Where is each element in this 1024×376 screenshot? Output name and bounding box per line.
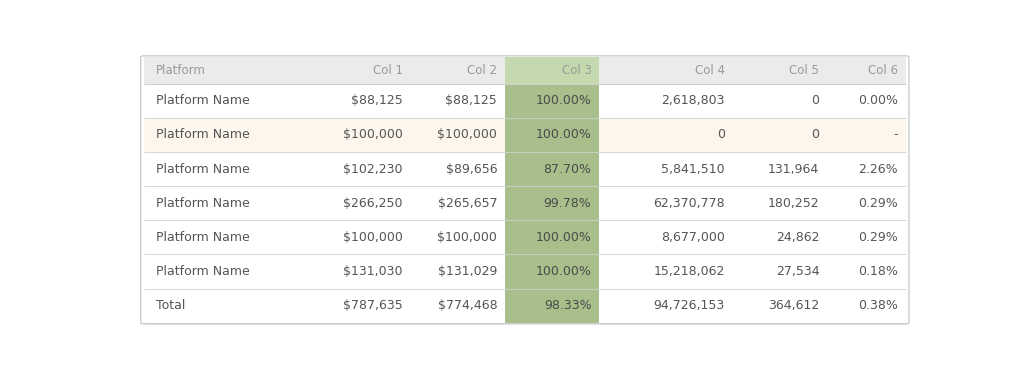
Text: $265,657: $265,657	[437, 197, 498, 210]
Text: 8,677,000: 8,677,000	[662, 231, 725, 244]
Text: Col 2: Col 2	[467, 64, 498, 77]
Bar	[505, 83, 599, 118]
Text: -: -	[893, 128, 898, 141]
Text: $131,029: $131,029	[438, 265, 498, 278]
Bar	[505, 255, 599, 289]
Text: 15,218,062: 15,218,062	[653, 265, 725, 278]
Text: 100.00%: 100.00%	[536, 128, 592, 141]
Bar	[505, 118, 599, 152]
Text: $102,230: $102,230	[343, 162, 403, 176]
Text: $787,635: $787,635	[343, 299, 403, 312]
Text: Platform Name: Platform Name	[156, 197, 250, 210]
Text: 87.70%: 87.70%	[544, 162, 592, 176]
Text: 100.00%: 100.00%	[536, 265, 592, 278]
Text: 0.38%: 0.38%	[858, 299, 898, 312]
Bar	[505, 152, 599, 186]
Text: $88,125: $88,125	[351, 94, 403, 107]
Text: 0.00%: 0.00%	[858, 94, 898, 107]
Text: 100.00%: 100.00%	[536, 231, 592, 244]
Text: Platform Name: Platform Name	[156, 94, 250, 107]
Text: 100.00%: 100.00%	[536, 94, 592, 107]
Text: $131,030: $131,030	[343, 265, 403, 278]
Text: 27,534: 27,534	[775, 265, 819, 278]
Text: 99.78%: 99.78%	[544, 197, 592, 210]
Text: 98.33%: 98.33%	[544, 299, 592, 312]
Text: 180,252: 180,252	[768, 197, 819, 210]
Text: 2,618,803: 2,618,803	[662, 94, 725, 107]
Text: $100,000: $100,000	[437, 231, 498, 244]
Text: 5,841,510: 5,841,510	[662, 162, 725, 176]
Bar	[505, 186, 599, 220]
Bar	[143, 83, 906, 118]
Bar	[505, 57, 599, 83]
Text: 131,964: 131,964	[768, 162, 819, 176]
Text: 0.29%: 0.29%	[858, 197, 898, 210]
Bar	[505, 220, 599, 255]
Text: 24,862: 24,862	[776, 231, 819, 244]
Text: $100,000: $100,000	[343, 231, 403, 244]
Bar	[505, 289, 599, 323]
Text: Col 5: Col 5	[790, 64, 819, 77]
Text: Platform Name: Platform Name	[156, 231, 250, 244]
Bar	[143, 220, 906, 255]
Text: Platform Name: Platform Name	[156, 128, 250, 141]
Bar	[143, 186, 906, 220]
Text: 0: 0	[717, 128, 725, 141]
Text: $774,468: $774,468	[437, 299, 498, 312]
Bar	[143, 118, 906, 152]
Text: 62,370,778: 62,370,778	[653, 197, 725, 210]
Text: $100,000: $100,000	[343, 128, 403, 141]
Bar	[143, 289, 906, 323]
Text: Platform Name: Platform Name	[156, 265, 250, 278]
Bar	[143, 57, 906, 83]
Text: Platform Name: Platform Name	[156, 162, 250, 176]
Text: Col 4: Col 4	[695, 64, 725, 77]
Text: $88,125: $88,125	[445, 94, 498, 107]
Text: 364,612: 364,612	[768, 299, 819, 312]
Text: Col 1: Col 1	[373, 64, 403, 77]
Text: 0: 0	[811, 128, 819, 141]
Text: 0: 0	[811, 94, 819, 107]
Text: 0.18%: 0.18%	[858, 265, 898, 278]
Text: Col 3: Col 3	[561, 64, 592, 77]
Text: $100,000: $100,000	[437, 128, 498, 141]
Text: 94,726,153: 94,726,153	[653, 299, 725, 312]
Text: 0.29%: 0.29%	[858, 231, 898, 244]
Bar	[143, 152, 906, 186]
Text: Platform: Platform	[156, 64, 206, 77]
Text: Total: Total	[156, 299, 185, 312]
Bar	[143, 255, 906, 289]
Text: $266,250: $266,250	[343, 197, 403, 210]
Text: $89,656: $89,656	[445, 162, 498, 176]
Text: Col 6: Col 6	[867, 64, 898, 77]
Text: 2.26%: 2.26%	[858, 162, 898, 176]
